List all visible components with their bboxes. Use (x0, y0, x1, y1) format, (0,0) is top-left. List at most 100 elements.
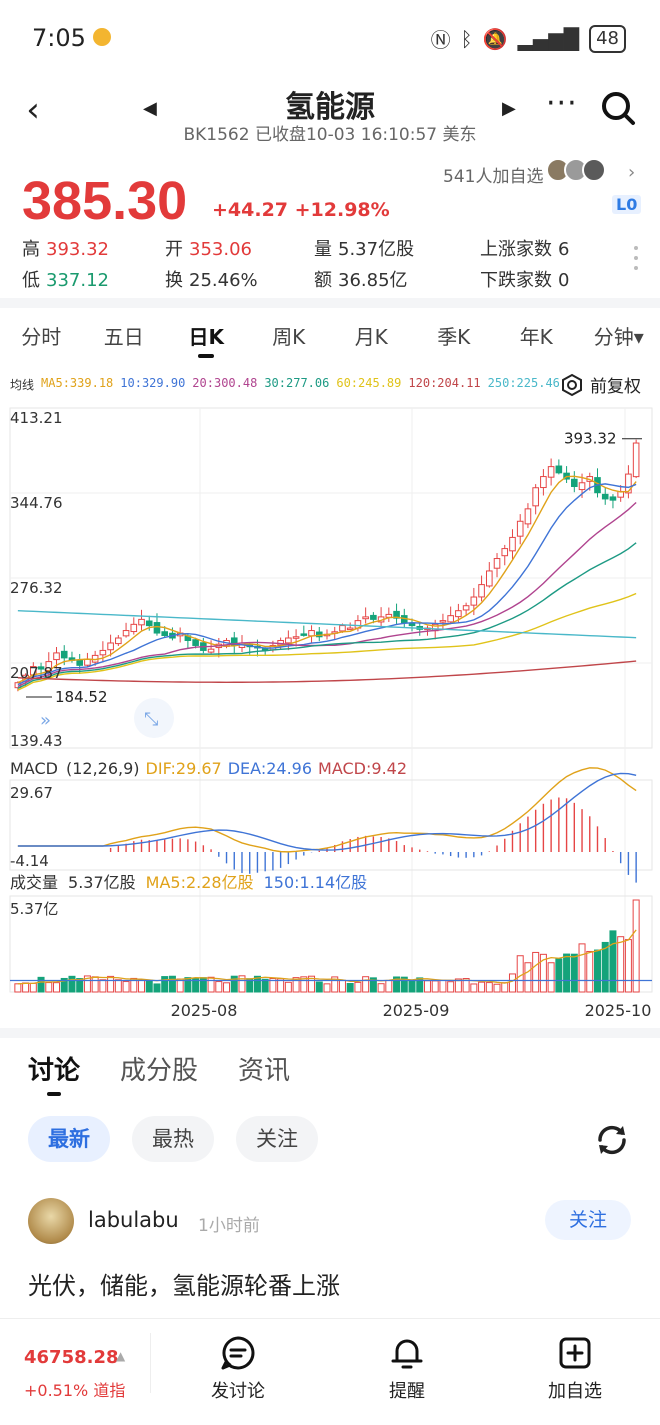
app-notification-icon (93, 28, 111, 46)
ma-legend-item: 30:277.06 (264, 376, 330, 390)
index-change[interactable]: +0.51% 道指 (24, 1381, 126, 1400)
filter-chip[interactable]: 最热 (132, 1116, 214, 1162)
tab-chart-period[interactable]: 日K (165, 314, 248, 360)
candle-body (478, 584, 485, 598)
volume-bar (76, 978, 84, 993)
volume-bar (284, 981, 292, 993)
volume-bar (400, 976, 408, 993)
chevron-right-icon[interactable]: › (628, 162, 636, 183)
volume-bar (393, 976, 401, 993)
volume-y-tick: 5.37亿 (10, 900, 58, 918)
tab-discussion[interactable]: 讨论 (28, 1050, 80, 1096)
add-watchlist-button[interactable]: 加自选 (520, 1335, 630, 1403)
volume-bar (199, 977, 207, 993)
back-button[interactable]: ‹ (26, 90, 40, 130)
volume-bar (377, 983, 385, 993)
y-tick-label: 344.76 (10, 494, 63, 512)
candle-body (571, 478, 578, 487)
candle-body (609, 496, 617, 501)
candle-body (439, 620, 447, 623)
ma-line (17, 483, 637, 686)
tab-chart-period[interactable]: 分钟▾ (593, 325, 644, 349)
volume-bar (423, 980, 431, 993)
volume-bar (122, 981, 130, 993)
volume-bar (153, 983, 161, 993)
stat-item: 下跌家数 0 (480, 266, 569, 292)
watcher-avatars[interactable] (546, 158, 606, 182)
volume-bar (130, 977, 138, 993)
candle-body (99, 649, 107, 656)
volume-bar (29, 982, 37, 993)
tab-chart-period[interactable]: 周K (272, 325, 306, 349)
volume-ma150: 150:1.14亿股 (264, 873, 368, 892)
page-title: 氢能源 (285, 90, 375, 125)
post-text[interactable]: 光伏，储能，氢能源轮番上涨 (28, 1272, 340, 1300)
next-stock-icon[interactable]: ▶ (502, 98, 516, 119)
x-tick-label: 2025-09 (383, 1001, 450, 1020)
macd-y-tick: -4.14 (10, 852, 49, 870)
follow-button[interactable]: 关注 (545, 1200, 631, 1240)
alert-button[interactable]: 提醒 (352, 1335, 462, 1403)
ma-line (17, 592, 637, 691)
tab-chart-period[interactable]: 年K (519, 325, 553, 349)
status-time: 7:05 (32, 24, 86, 52)
nfc-icon: Ⓝ (430, 28, 451, 52)
tab-discussion[interactable]: 资讯 (238, 1056, 291, 1086)
search-icon[interactable] (600, 90, 636, 126)
tab-chart-period[interactable]: 月K (354, 325, 388, 349)
tab-chart-period[interactable]: 五日 (103, 325, 144, 349)
volume-bar (416, 977, 424, 993)
level-badge[interactable]: L0 (612, 195, 642, 214)
volume-header: 成交量 5.37亿股 MA5:2.28亿股 150:1.14亿股 (10, 873, 367, 892)
macd-title: MACD (10, 759, 58, 778)
y-tick-label: 413.21 (10, 409, 63, 427)
bluetooth-icon: ᛒ (460, 26, 473, 51)
more-icon[interactable]: ··· (546, 86, 578, 121)
adjust-toggle[interactable]: 前复权 (560, 372, 641, 397)
candle-body (393, 610, 400, 619)
volume-bar (22, 982, 30, 993)
candle-body (362, 616, 369, 620)
tab-chart-period[interactable]: 分时 (21, 325, 62, 349)
stat-item: 高 393.32 (22, 235, 109, 261)
page-subtitle: BK1562 已收盘10-03 16:10:57 美东 (183, 125, 477, 145)
candle-body (300, 633, 308, 636)
divider (0, 298, 660, 308)
volume-bar (508, 973, 516, 993)
volume-bar (586, 950, 594, 993)
y-tick-label: 276.32 (10, 579, 63, 597)
stat-value: 36.85亿 (338, 270, 408, 291)
volume-bar (346, 983, 354, 993)
volume-bar (478, 981, 486, 993)
volume-bar (617, 936, 625, 993)
macd-dif: DIF:29.67 (146, 759, 222, 778)
candle-body (493, 558, 501, 569)
stat-value: 6 (558, 239, 570, 260)
stat-label: 开 (165, 239, 183, 260)
ma-line (17, 542, 637, 689)
prev-stock-icon[interactable]: ◀ (143, 98, 157, 119)
post-discussion-button[interactable]: 发讨论 (183, 1335, 293, 1403)
post-username[interactable]: labulabu (88, 1208, 179, 1232)
stat-label: 下跌家数 (480, 270, 552, 291)
expand-left-icon: » (40, 710, 51, 731)
watchers-count[interactable]: 541人加自选 (443, 167, 544, 187)
index-value[interactable]: 46758.28 (24, 1347, 119, 1368)
volume-bar (138, 979, 146, 993)
volume-bar (408, 980, 416, 993)
fullscreen-arrows-icon: ⤡ (144, 709, 158, 730)
avatar[interactable] (28, 1198, 74, 1244)
volume-bar (354, 981, 362, 993)
tab-chart-period[interactable]: 季K (437, 325, 471, 349)
bell-icon (391, 1339, 423, 1369)
stat-value: 393.32 (46, 239, 109, 260)
volume-bar (501, 982, 509, 993)
filter-chip[interactable]: 关注 (236, 1116, 318, 1162)
ma-legend-label: 均线 (10, 378, 35, 392)
kline-chart[interactable]: 413.21 344.76 276.32 207.87 139.43 393.32 184.… (0, 400, 660, 1030)
filter-chip[interactable]: 最新 (28, 1116, 110, 1162)
more-vertical-icon[interactable] (634, 246, 638, 276)
candle-body (485, 570, 493, 587)
refresh-icon[interactable] (592, 1120, 632, 1160)
tab-discussion[interactable]: 成分股 (120, 1056, 199, 1086)
